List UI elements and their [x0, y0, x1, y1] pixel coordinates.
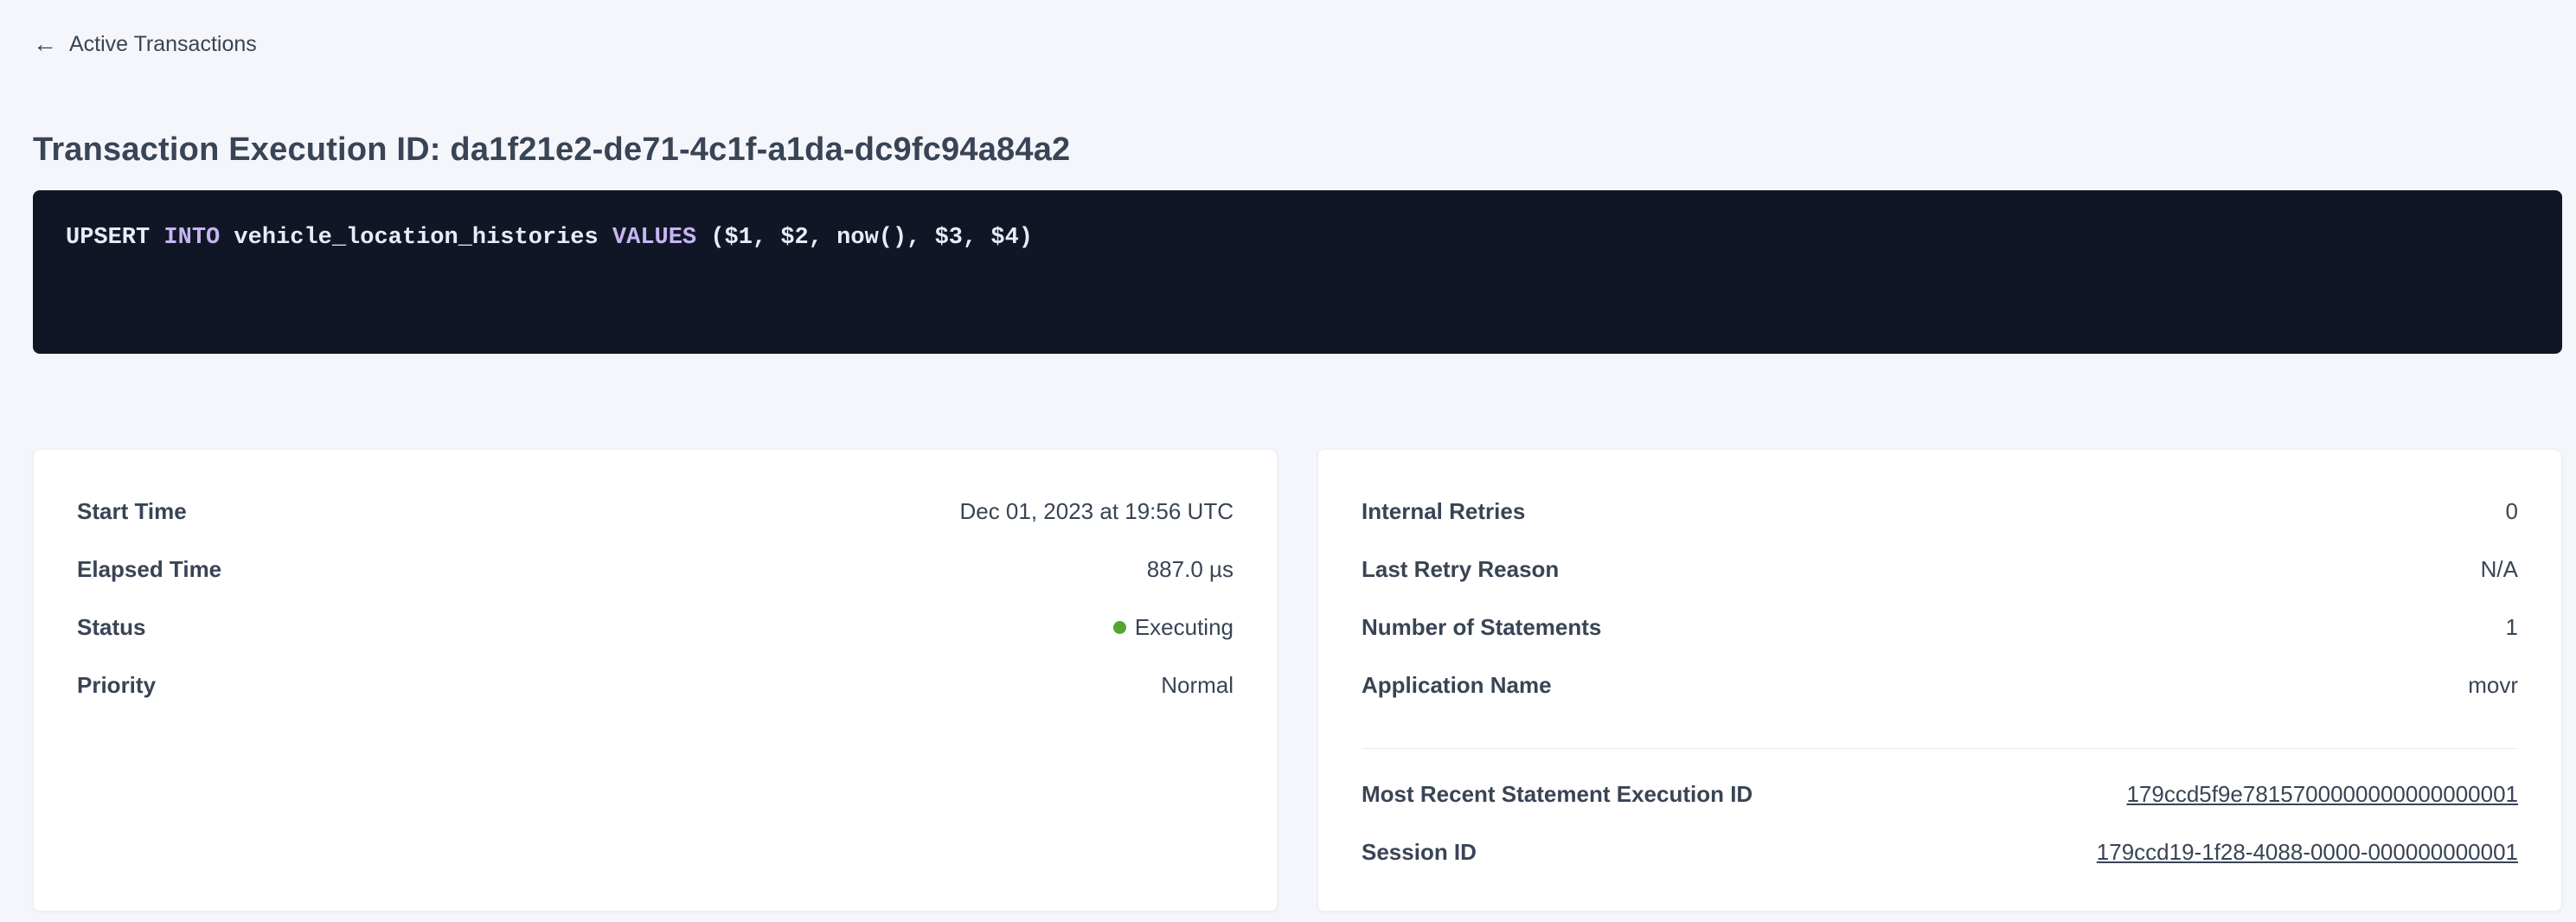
number-of-statements-value: 1	[2505, 614, 2518, 640]
back-to-active-transactions-link[interactable]: ← Active Transactions	[33, 31, 257, 57]
summary-row-last-retry-reason: Last Retry Reason N/A	[1362, 541, 2518, 599]
summary-cards: Start Time Dec 01, 2023 at 19:56 UTC Ela…	[33, 449, 2562, 912]
internal-retries-label: Internal Retries	[1362, 498, 1526, 524]
last-retry-reason-value: N/A	[2480, 556, 2518, 582]
back-link-label: Active Transactions	[69, 32, 257, 56]
session-id-label: Session ID	[1362, 839, 1477, 865]
summary-row-number-of-statements: Number of Statements 1	[1362, 599, 2518, 656]
summary-row-priority: Priority Normal	[77, 656, 1234, 714]
left-arrow-icon: ←	[33, 30, 57, 57]
summary-row-session-id: Session ID 179ccd19-1f28-4088-0000-00000…	[1362, 823, 2518, 881]
summary-row-internal-retries: Internal Retries 0	[1362, 483, 2518, 541]
most-recent-statement-label: Most Recent Statement Execution ID	[1362, 781, 1753, 807]
summary-row-elapsed-time: Elapsed Time 887.0 µs	[77, 541, 1234, 599]
status-value: Executing	[1112, 614, 1234, 641]
sql-statement-text: UPSERT INTO vehicle_location_histories V…	[66, 223, 2529, 253]
sql-keyword-token: VALUES	[598, 225, 697, 251]
sql-token: vehicle_location_histories	[220, 225, 599, 251]
elapsed-time-label: Elapsed Time	[77, 556, 222, 582]
sql-token: UPSERT	[66, 225, 151, 251]
summary-row-status: Status Executing	[77, 599, 1234, 656]
sql-statement-box: UPSERT INTO vehicle_location_histories V…	[33, 190, 2562, 354]
priority-label: Priority	[77, 672, 157, 698]
sql-keyword-token: INTO	[150, 225, 221, 251]
status-executing-dot-icon	[1112, 621, 1126, 634]
status-text: Executing	[1134, 614, 1234, 640]
page-title: Transaction Execution ID: da1f21e2-de71-…	[33, 131, 1071, 168]
start-time-label: Start Time	[77, 498, 187, 524]
number-of-statements-label: Number of Statements	[1362, 614, 1602, 640]
statement-execution-id-link[interactable]: 179ccd5f9e7815700000000000000001	[2126, 781, 2518, 807]
last-retry-reason-label: Last Retry Reason	[1362, 556, 1560, 582]
transaction-retries-card: Internal Retries 0 Last Retry Reason N/A…	[1317, 449, 2562, 912]
summary-row-most-recent-statement: Most Recent Statement Execution ID 179cc…	[1362, 765, 2518, 823]
application-name-label: Application Name	[1362, 672, 1552, 698]
elapsed-time-value: 887.0 µs	[1146, 556, 1234, 582]
status-label: Status	[77, 614, 146, 640]
summary-row-start-time: Start Time Dec 01, 2023 at 19:56 UTC	[77, 483, 1234, 541]
sql-token: ($1, $2, now(), $3, $4)	[696, 225, 1034, 251]
internal-retries-value: 0	[2505, 498, 2518, 524]
start-time-value: Dec 01, 2023 at 19:56 UTC	[959, 498, 1234, 524]
priority-value: Normal	[1161, 672, 1234, 698]
card-divider	[1362, 748, 2518, 749]
application-name-value: movr	[2468, 672, 2518, 698]
transaction-summary-card: Start Time Dec 01, 2023 at 19:56 UTC Ela…	[33, 449, 1278, 912]
session-id-link[interactable]: 179ccd19-1f28-4088-0000-000000000001	[2096, 839, 2518, 865]
summary-row-application-name: Application Name movr	[1362, 656, 2518, 714]
